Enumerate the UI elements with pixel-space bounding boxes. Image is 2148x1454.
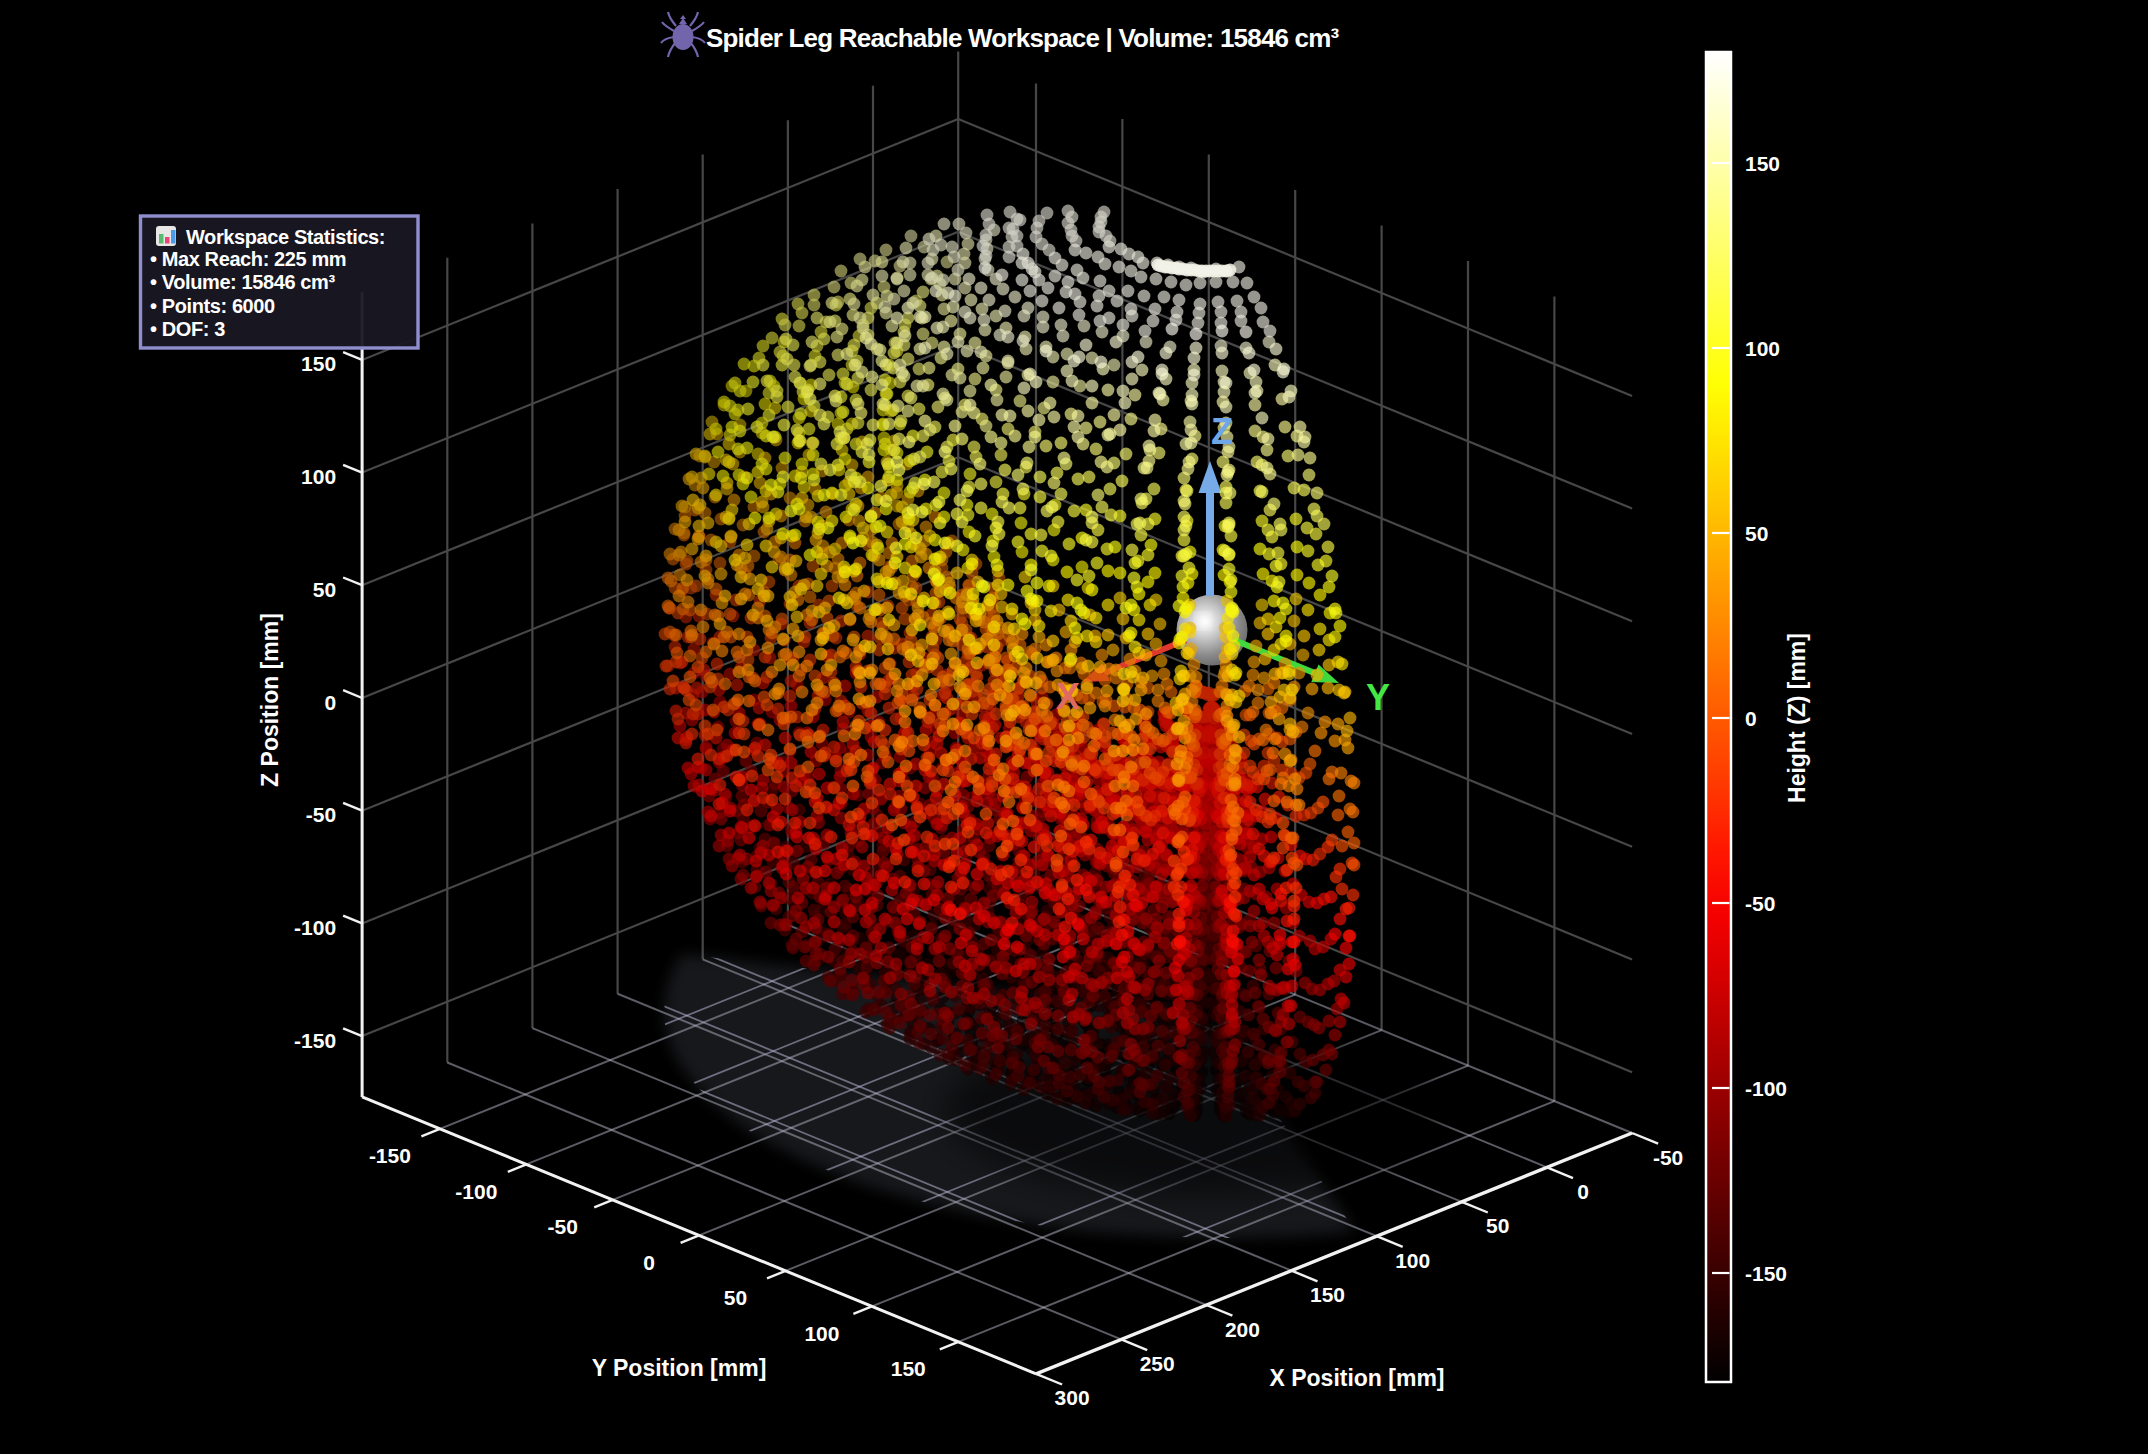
svg-text:• Max Reach: 225 mm: • Max Reach: 225 mm [150,248,346,270]
svg-text:-50: -50 [306,803,336,826]
svg-text:0: 0 [1745,707,1757,730]
svg-text:0: 0 [643,1251,655,1274]
svg-text:• Volume: 15846 cm³: • Volume: 15846 cm³ [150,271,335,293]
svg-text:-150: -150 [369,1144,411,1167]
svg-text:-150: -150 [294,1029,336,1052]
svg-text:50: 50 [1486,1214,1509,1237]
svg-text:X: X [1056,676,1080,717]
svg-text:150: 150 [1745,152,1780,175]
svg-text:50: 50 [1745,522,1768,545]
svg-text:0: 0 [1577,1180,1589,1203]
svg-text:100: 100 [1745,337,1780,360]
svg-text:100: 100 [804,1322,839,1345]
svg-text:100: 100 [1395,1249,1430,1272]
svg-text:-100: -100 [294,916,336,939]
svg-text:Y Position [mm]: Y Position [mm] [592,1355,767,1381]
svg-text:100: 100 [301,465,336,488]
svg-text:Z: Z [1211,411,1233,452]
svg-text:Y: Y [1366,677,1390,718]
svg-text:-100: -100 [1745,1077,1787,1100]
svg-text:50: 50 [724,1286,747,1309]
svg-text:150: 150 [301,352,336,375]
svg-text:• DOF: 3: • DOF: 3 [150,318,225,340]
svg-text:Z Position [mm]: Z Position [mm] [257,613,283,787]
svg-text:-50: -50 [548,1215,578,1238]
svg-text:50: 50 [313,578,336,601]
svg-text:-150: -150 [1745,1262,1787,1285]
svg-text:300: 300 [1055,1386,1090,1409]
svg-text:Workspace Statistics:: Workspace Statistics: [186,226,385,248]
svg-text:Spider Leg Reachable Workspace: Spider Leg Reachable Workspace | Volume:… [706,23,1340,53]
svg-text:-100: -100 [455,1180,497,1203]
svg-text:0: 0 [324,691,336,714]
svg-text:250: 250 [1140,1352,1175,1375]
svg-text:150: 150 [891,1357,926,1380]
svg-text:200: 200 [1225,1318,1260,1341]
svg-text:X Position [mm]: X Position [mm] [1269,1365,1444,1391]
svg-text:150: 150 [1310,1283,1345,1306]
svg-text:-50: -50 [1745,892,1775,915]
svg-text:Height (Z) [mm]: Height (Z) [mm] [1784,633,1810,803]
svg-text:-50: -50 [1653,1146,1683,1169]
svg-text:• Points: 6000: • Points: 6000 [150,295,275,317]
